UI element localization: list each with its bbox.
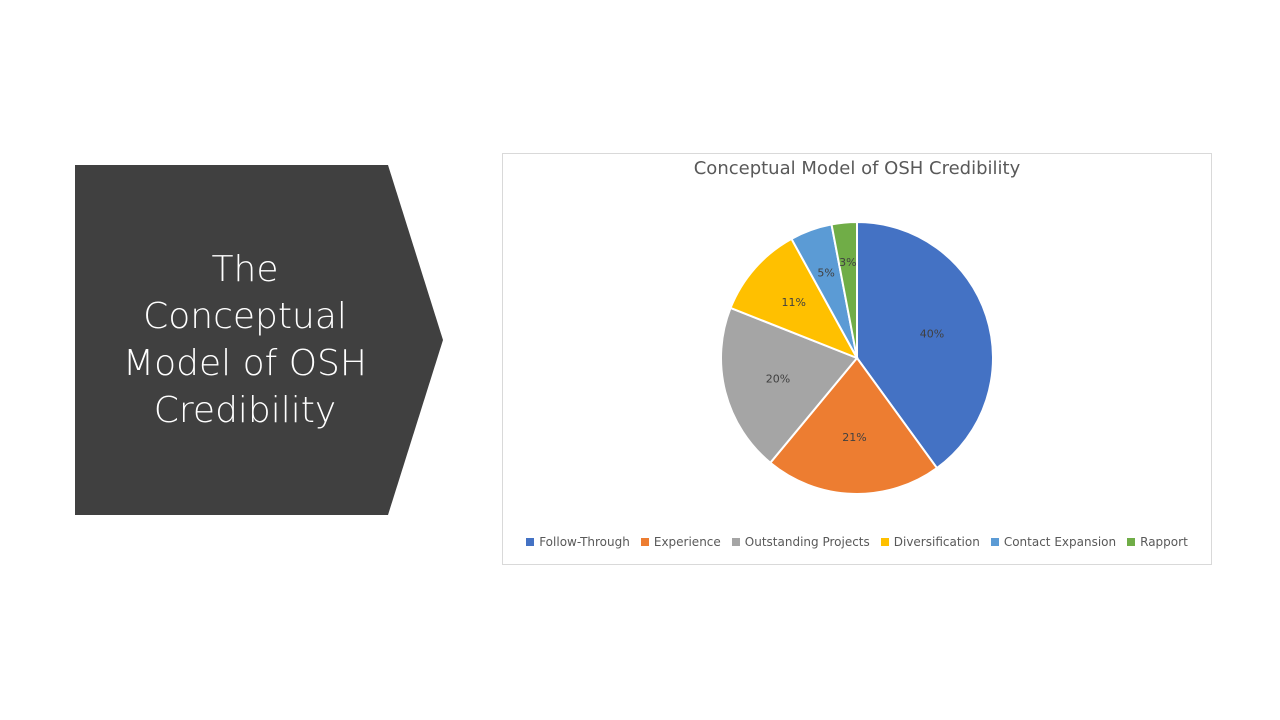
- pie-slice-diversification: [729, 237, 860, 360]
- slice-label-contact-expansion: 5%: [817, 266, 834, 279]
- legend-swatch: [526, 538, 535, 546]
- legend-swatch: [1127, 538, 1136, 546]
- legend-swatch: [990, 538, 999, 546]
- legend-swatch: [640, 538, 649, 546]
- legend-item-contact-expansion: Contact Expansion: [990, 535, 1117, 549]
- legend-label: Outstanding Projects: [744, 535, 870, 549]
- legend-item-outstanding-projects: Outstanding Projects: [731, 535, 870, 549]
- slice-label-diversification: 11%: [782, 296, 806, 309]
- legend-item-follow-through: Follow-Through: [526, 535, 630, 549]
- chart-container: Conceptual Model of OSH Credibility 40% 2…: [502, 153, 1212, 565]
- legend-item-diversification: Diversification: [880, 535, 980, 549]
- pie-slice-follow-through: [856, 220, 994, 470]
- slice-label-experience: 21%: [842, 431, 866, 444]
- legend-swatch: [880, 538, 889, 546]
- legend-item-experience: Experience: [640, 535, 721, 549]
- slice-label-follow-through: 40%: [920, 328, 944, 341]
- slide-heading: The Conceptual Model of OSH Credibility: [123, 249, 367, 431]
- legend-label: Contact Expansion: [1003, 535, 1117, 549]
- legend-label: Rapport: [1140, 535, 1188, 549]
- legend-label: Experience: [653, 535, 721, 549]
- slice-label-outstanding-projects: 20%: [766, 372, 790, 385]
- legend-label: Diversification: [893, 535, 980, 549]
- slice-label-rapport: 3%: [839, 256, 856, 269]
- legend-item-rapport: Rapport: [1127, 535, 1188, 549]
- legend-swatch: [731, 538, 740, 546]
- chart-legend: Follow-Through Experience Outstanding Proj…: [503, 535, 1211, 549]
- pie-slice-rapport: [830, 220, 858, 359]
- legend-label: Follow-Through: [539, 535, 630, 549]
- pie-slice-experience: [768, 356, 939, 495]
- chart-title: Conceptual Model of OSH Credibility: [693, 158, 1021, 179]
- pie-chart: 40% 21% 20% 11% 5% 3%: [720, 220, 994, 495]
- heading-arrow-shape: [75, 165, 443, 515]
- pie-slice-outstanding-projects: [720, 306, 859, 465]
